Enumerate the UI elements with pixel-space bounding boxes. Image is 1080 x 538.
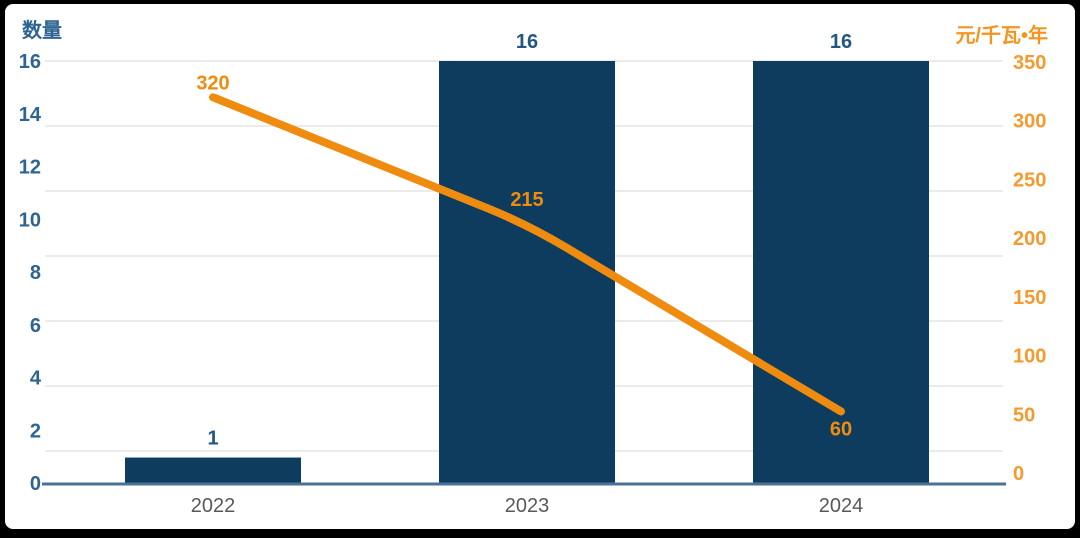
line-series-layer xyxy=(209,93,845,416)
bar-value-label: 1 xyxy=(207,428,218,450)
right-axis-tick-label: 250 xyxy=(1013,169,1046,191)
left-axis-tick-label: 16 xyxy=(19,51,41,73)
right-axis-tick-label: 200 xyxy=(1013,228,1046,250)
left-axis-tick-label: 10 xyxy=(19,209,41,231)
right-axis-tick-label: 50 xyxy=(1013,404,1035,426)
x-axis-label: 2022 xyxy=(191,495,236,517)
data-label-layer: 1 16 16 320 215 60 xyxy=(196,31,852,450)
right-axis-tick-label: 150 xyxy=(1013,287,1046,309)
bar-value-label: 16 xyxy=(516,31,538,53)
bar-series-layer xyxy=(125,61,929,484)
right-axis-tick-label: 300 xyxy=(1013,111,1046,133)
left-axis-tick-label: 0 xyxy=(30,473,41,495)
line-value-label: 320 xyxy=(196,72,229,94)
right-axis-title: 元/千瓦•年 xyxy=(955,23,1048,47)
left-axis-tick-label: 14 xyxy=(19,104,42,126)
trend-line xyxy=(209,93,845,416)
right-axis-tick-label: 0 xyxy=(1013,463,1024,485)
left-axis-title: 数量 xyxy=(22,18,62,42)
axis-layer: 16 14 12 10 8 6 4 2 0 350 300 250 200 150 100 50 0 2022 20… xyxy=(19,51,1047,517)
right-axis-tick-label: 350 xyxy=(1013,52,1046,74)
left-axis-tick-label: 8 xyxy=(30,262,41,284)
left-axis-tick-label: 6 xyxy=(30,315,41,337)
x-axis-label: 2023 xyxy=(505,495,550,517)
left-axis-tick-label: 4 xyxy=(30,368,42,390)
bar xyxy=(439,61,615,484)
bar-value-label: 16 xyxy=(830,31,852,53)
x-axis-label: 2024 xyxy=(819,495,864,517)
left-axis-tick-label: 12 xyxy=(19,157,41,179)
left-axis-tick-label: 2 xyxy=(30,420,41,442)
bar xyxy=(125,457,301,484)
line-value-label: 60 xyxy=(830,418,852,440)
line-value-label: 215 xyxy=(510,189,543,211)
right-axis-tick-label: 100 xyxy=(1013,346,1046,368)
